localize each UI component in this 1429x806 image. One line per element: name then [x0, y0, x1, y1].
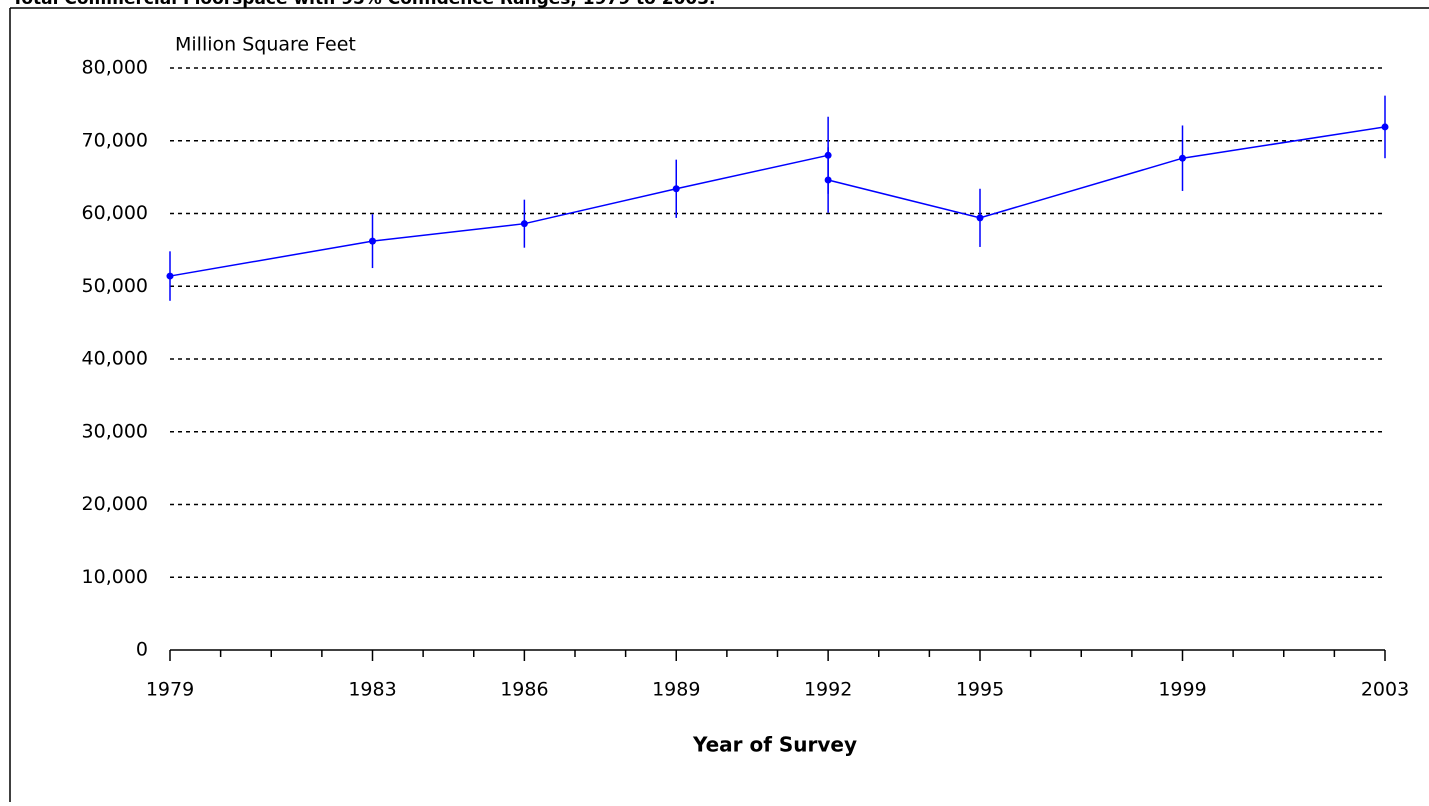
data-point [976, 214, 984, 222]
x-tick-label: 1999 [1158, 679, 1206, 701]
data-line [169, 154, 829, 277]
y-tick-label: 20,000 [82, 493, 148, 515]
y-tick-label: 10,000 [82, 566, 148, 588]
x-tick-label: 1992 [804, 679, 852, 701]
data-point [1179, 154, 1186, 162]
data-line [827, 126, 1386, 219]
data-point [824, 176, 832, 184]
y-tick-label: 50,000 [82, 275, 148, 297]
y-tick-label: 30,000 [82, 420, 148, 442]
y-axis-label: Million Square Feet [175, 34, 356, 56]
chart-title: Total Commercial Floorspace with 95% Con… [12, 0, 716, 9]
y-tick-label: 70,000 [82, 129, 148, 151]
x-axis-label: Year of Survey [692, 733, 857, 757]
data-point [1381, 123, 1389, 131]
y-tick-label: 0 [136, 639, 148, 661]
x-tick-label: 1979 [146, 679, 194, 701]
x-tick-label: 1995 [956, 679, 1004, 701]
y-tick-label: 60,000 [82, 202, 148, 224]
y-tick-label: 80,000 [82, 57, 148, 79]
data-point [166, 272, 174, 280]
x-tick-label: 1989 [652, 679, 700, 701]
y-tick-label: 40,000 [82, 348, 148, 370]
data-point [672, 185, 680, 193]
x-tick-label: 1983 [348, 679, 396, 701]
x-tick-label: 1986 [500, 679, 548, 701]
data-point [369, 237, 376, 245]
data-point [520, 220, 528, 228]
x-tick-label: 2003 [1361, 679, 1409, 701]
